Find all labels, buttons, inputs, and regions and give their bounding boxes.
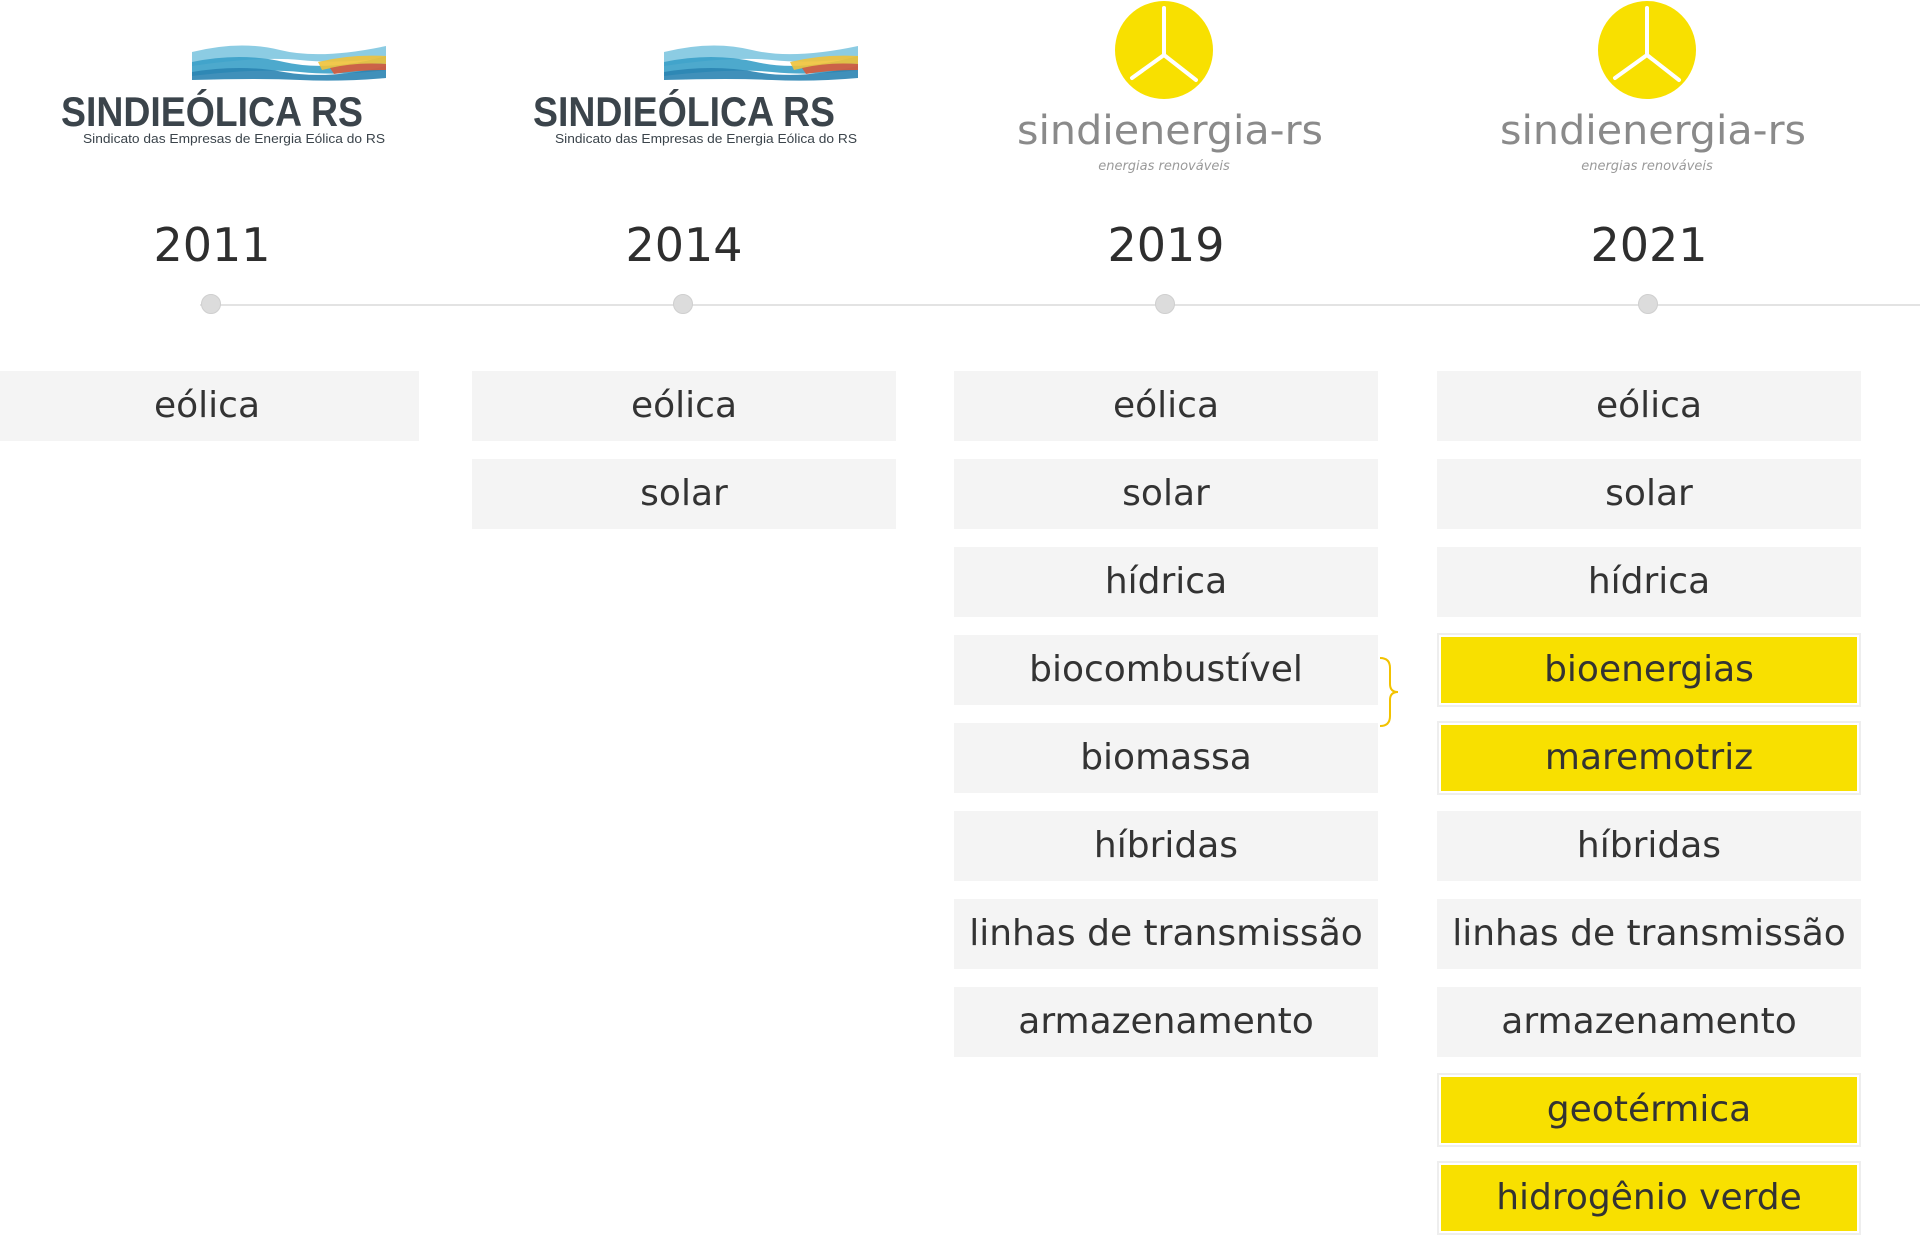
timeline-dot bbox=[673, 294, 693, 314]
logo: sindienergia-rs energias renováveis bbox=[954, 0, 1378, 190]
logo-subtitle: energias renováveis bbox=[1098, 159, 1230, 174]
wave-graphic bbox=[664, 45, 858, 81]
category-item: linhas de transmissão bbox=[954, 899, 1378, 969]
category-item: biomassa bbox=[954, 723, 1378, 793]
logo-name: SINDIEÓLICA RS bbox=[61, 87, 363, 135]
category-item: eólica bbox=[1437, 371, 1861, 441]
category-item: geotérmica bbox=[1439, 1075, 1859, 1145]
turbine-icon bbox=[1598, 1, 1696, 99]
category-item: solar bbox=[472, 459, 896, 529]
category-item: híbridas bbox=[1437, 811, 1861, 881]
timeline-line bbox=[200, 304, 1920, 306]
category-item: linhas de transmissão bbox=[1437, 899, 1861, 969]
item-list: eólica solar bbox=[472, 371, 896, 547]
sindienergia-logo: sindienergia-rs energias renováveis bbox=[1017, 1, 1323, 174]
year-label: 2014 bbox=[625, 218, 743, 272]
category-item: eólica bbox=[954, 371, 1378, 441]
logo-subtitle: Sindicato das Empresas de Energia Eólica… bbox=[555, 131, 857, 146]
timeline-dot bbox=[1155, 294, 1175, 314]
category-item: hídrica bbox=[1437, 547, 1861, 617]
timeline-dot bbox=[1638, 294, 1658, 314]
item-list: eólica solar hídrica biocombustível biomassa… bbox=[954, 371, 1378, 1075]
item-list: eólica solar hídrica bioenergias maremotriz h… bbox=[1437, 371, 1861, 1251]
logo-subtitle: energias renováveis bbox=[1581, 159, 1713, 174]
category-item: armazenamento bbox=[1437, 987, 1861, 1057]
logo: sindienergia-rs energias renováveis bbox=[1437, 0, 1861, 190]
logo-name: SINDIEÓLICA RS bbox=[533, 87, 835, 135]
logo: SINDIEÓLICA RS Sindicato das Empresas de … bbox=[0, 0, 424, 190]
category-item: maremotriz bbox=[1439, 723, 1859, 793]
category-item: eólica bbox=[0, 371, 419, 441]
sindienergia-logo: sindienergia-rs energias renováveis bbox=[1500, 1, 1806, 174]
logo-name: sindienergia-rs bbox=[1500, 108, 1806, 154]
year-label: 2021 bbox=[1590, 218, 1708, 272]
logo-name: sindienergia-rs bbox=[1017, 108, 1323, 154]
wave-graphic bbox=[192, 45, 386, 81]
turbine-icon bbox=[1115, 1, 1213, 99]
category-item: híbridas bbox=[954, 811, 1378, 881]
category-item: eólica bbox=[472, 371, 896, 441]
category-item: biocombustível bbox=[954, 635, 1378, 705]
category-item: hídrica bbox=[954, 547, 1378, 617]
category-item: armazenamento bbox=[954, 987, 1378, 1057]
timeline-dot bbox=[201, 294, 221, 314]
merge-bracket-icon bbox=[1379, 657, 1399, 727]
category-item: solar bbox=[1437, 459, 1861, 529]
category-item: bioenergias bbox=[1439, 635, 1859, 705]
year-label: 2019 bbox=[1107, 218, 1225, 272]
category-item: hidrogênio verde bbox=[1439, 1163, 1859, 1233]
year-label: 2011 bbox=[153, 218, 271, 272]
item-list: eólica bbox=[0, 371, 424, 459]
category-item: solar bbox=[954, 459, 1378, 529]
logo: SINDIEÓLICA RS Sindicato das Empresas de … bbox=[472, 0, 896, 190]
logo-subtitle: Sindicato das Empresas de Energia Eólica… bbox=[83, 131, 385, 146]
